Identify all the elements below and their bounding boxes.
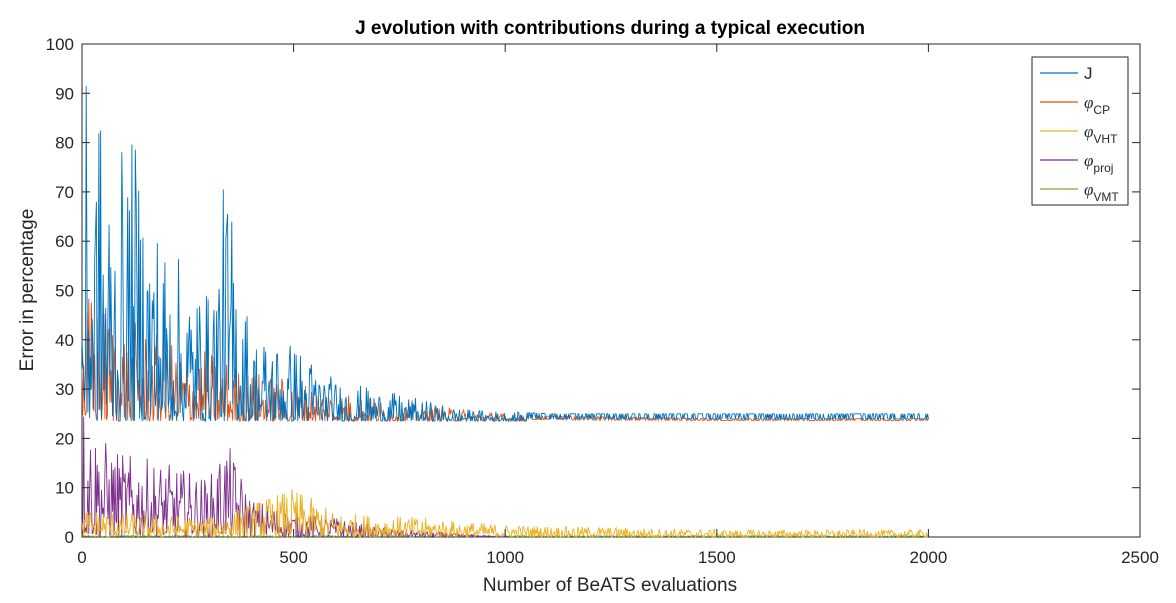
x-axis-label: Number of BeATS evaluations xyxy=(483,575,737,596)
legend-entry: φVHT xyxy=(1084,122,1118,146)
y-tick-label: 40 xyxy=(55,331,74,350)
series-line-4 xyxy=(81,416,506,539)
y-axis: 0 10 20 30 40 50 60 70 80 90 100 xyxy=(46,35,1140,547)
x-tick-label: 1000 xyxy=(486,548,524,567)
y-tick-label: 100 xyxy=(46,35,74,54)
y-tick-label: 90 xyxy=(55,84,74,103)
plot-area xyxy=(81,43,1141,538)
legend-entry: φVMT xyxy=(1084,180,1119,204)
y-tick-label: 50 xyxy=(55,282,74,301)
series-line-2 xyxy=(81,298,929,423)
x-tick-label: 2500 xyxy=(1121,548,1159,567)
x-tick-label: 1500 xyxy=(698,548,736,567)
y-axis-label: Error in percentage xyxy=(17,209,38,372)
y-tick-label: 60 xyxy=(55,232,74,251)
x-axis: 0 500 1000 1500 2000 2500 xyxy=(77,44,1159,567)
x-tick-label: 0 xyxy=(77,548,86,567)
chart-title: J evolution with contributions during a … xyxy=(355,18,865,39)
y-tick-label: 20 xyxy=(55,429,74,448)
y-tick-label: 80 xyxy=(55,134,74,153)
y-tick-label: 10 xyxy=(55,479,74,498)
legend-entry: φCP xyxy=(1084,93,1110,117)
y-tick-label: 70 xyxy=(55,183,74,202)
y-tick-label: 0 xyxy=(65,528,74,547)
y-tick-label: 30 xyxy=(55,380,74,399)
x-tick-label: 500 xyxy=(279,548,307,567)
legend-entry: φproj xyxy=(1084,151,1113,175)
x-tick-label: 2000 xyxy=(909,548,947,567)
series-line-1 xyxy=(81,85,929,423)
legend-entry: J xyxy=(1084,64,1093,83)
